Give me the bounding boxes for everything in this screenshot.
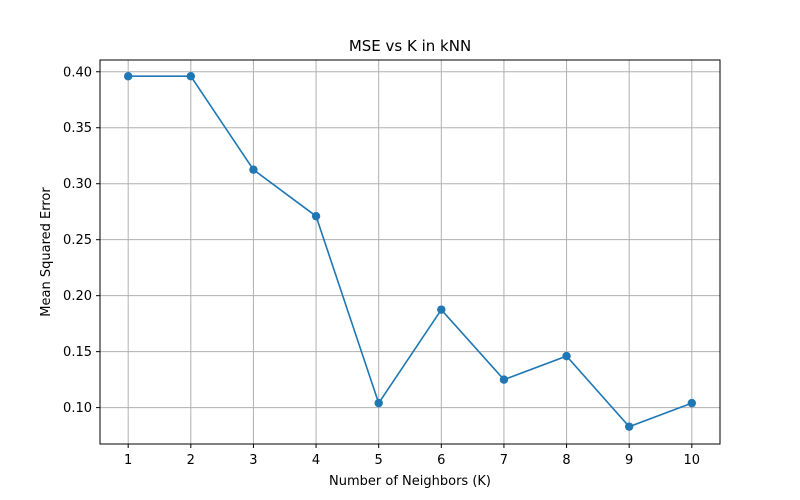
series-line <box>128 75 693 428</box>
y-tick-label: 0.40 <box>63 65 92 80</box>
plot-frame <box>99 59 721 445</box>
x-tick-label: 10 <box>684 453 701 468</box>
x-tick-label: 4 <box>312 453 320 468</box>
y-tick-label: 0.10 <box>63 401 92 416</box>
y-axis-label: Mean Squared Error <box>39 187 54 317</box>
x-tick-label: 6 <box>437 453 445 468</box>
x-axis-label: Number of Neighbors (K) <box>329 474 491 489</box>
data-point <box>374 398 383 408</box>
data-point <box>499 375 509 384</box>
y-axis-ticks: 0.10 0.15 0.20 0.25 0.30 0.35 0.40 <box>63 65 100 416</box>
y-tick-label: 0.35 <box>63 121 92 136</box>
y-tick-label: 0.30 <box>63 177 92 192</box>
chart-title: MSE vs K in kNN <box>349 37 471 55</box>
y-tick-label: 0.20 <box>63 289 92 304</box>
x-tick-label: 1 <box>124 453 132 468</box>
series-layer <box>123 72 697 431</box>
data-point <box>624 422 634 431</box>
x-tick-label: 2 <box>187 453 195 468</box>
x-tick-label: 9 <box>625 453 633 468</box>
grid <box>100 60 720 444</box>
x-axis-ticks: 1 2 3 4 5 6 7 8 9 10 <box>124 444 700 468</box>
data-point <box>249 165 258 174</box>
data-point <box>186 72 196 81</box>
data-point <box>562 351 571 361</box>
data-point <box>437 305 446 314</box>
data-point <box>311 211 321 221</box>
x-tick-label: 7 <box>500 453 508 468</box>
x-tick-label: 8 <box>562 453 570 468</box>
y-tick-label: 0.15 <box>63 345 92 360</box>
data-point <box>123 72 133 81</box>
y-tick-label: 0.25 <box>63 233 92 248</box>
data-point <box>687 398 697 408</box>
x-tick-label: 3 <box>249 453 257 468</box>
x-tick-label: 5 <box>375 453 383 468</box>
